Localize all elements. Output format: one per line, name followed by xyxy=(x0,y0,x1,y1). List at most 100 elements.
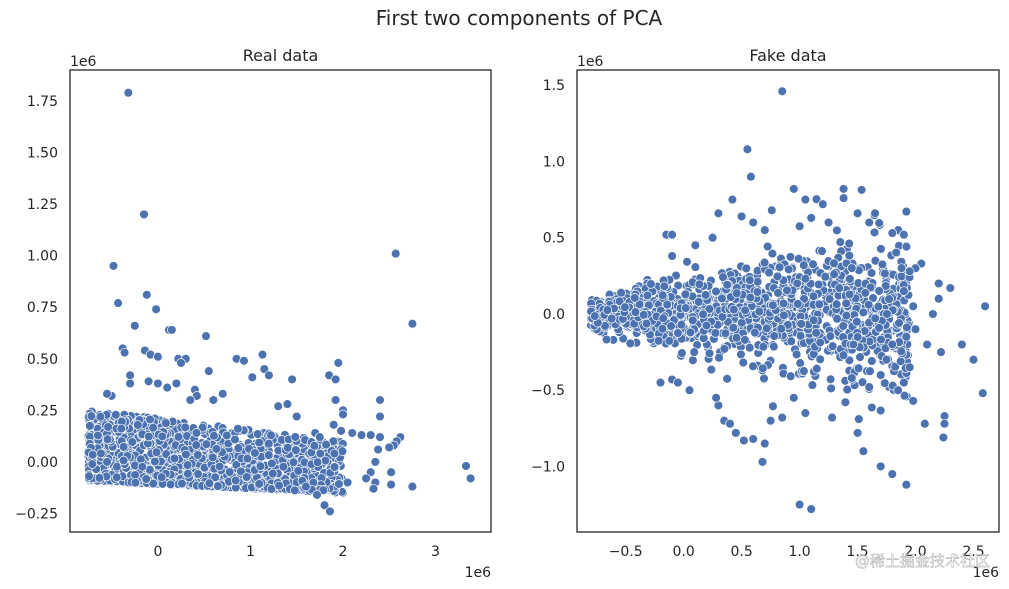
scatter-point xyxy=(745,292,756,303)
scatter-point xyxy=(847,263,857,273)
scatter-point xyxy=(876,244,886,254)
scatter-point xyxy=(677,348,687,358)
scatter-point xyxy=(222,430,232,441)
scatter-point xyxy=(629,293,640,303)
scatter-point xyxy=(602,305,613,315)
scatter-point xyxy=(95,411,106,422)
scatter-point xyxy=(938,432,949,443)
scatter-point xyxy=(658,313,668,323)
scatter-point xyxy=(725,418,735,429)
scatter-point xyxy=(666,321,676,331)
scatter-point xyxy=(641,318,652,329)
scatter-point xyxy=(875,405,886,416)
y-tick-label: 1.75 xyxy=(27,94,58,110)
scatter-point xyxy=(768,401,778,412)
scatter-point xyxy=(680,289,691,300)
scatter-point xyxy=(325,506,335,517)
scatter-point xyxy=(191,428,202,438)
watermark-text: @稀土掘金技术社区 xyxy=(855,552,990,570)
scatter-point xyxy=(698,309,708,320)
scatter-point xyxy=(125,370,135,381)
scatter-point xyxy=(283,443,293,453)
scatter-point xyxy=(875,461,886,472)
scatter-point xyxy=(748,217,758,228)
scatter-point xyxy=(854,414,864,424)
scatter-point xyxy=(465,473,476,484)
scatter-point xyxy=(899,377,909,388)
scatter-point xyxy=(827,412,837,423)
scatter-point xyxy=(799,260,809,270)
fake-data-y-offset: 1e6 xyxy=(577,54,604,70)
scatter-point xyxy=(386,479,396,490)
scatter-point xyxy=(293,466,304,476)
scatter-point xyxy=(150,456,160,467)
scatter-point xyxy=(116,423,127,434)
scatter-point xyxy=(211,444,222,454)
scatter-point xyxy=(93,430,103,441)
scatter-point xyxy=(899,229,909,240)
scatter-point xyxy=(884,294,894,304)
scatter-point xyxy=(865,366,875,376)
scatter-point xyxy=(167,325,177,335)
scatter-point xyxy=(274,480,284,491)
scatter-point xyxy=(209,430,219,441)
scatter-point xyxy=(722,374,732,384)
scatter-point xyxy=(701,320,712,331)
x-tick-label: 0.0 xyxy=(673,544,695,560)
scatter-point xyxy=(365,430,376,440)
scatter-point xyxy=(829,258,839,269)
scatter-point xyxy=(690,240,701,251)
scatter-point xyxy=(710,328,721,338)
scatter-point xyxy=(87,459,98,469)
scatter-point xyxy=(896,271,907,282)
scatter-point xyxy=(290,432,301,442)
scatter-point xyxy=(933,293,944,304)
scatter-point xyxy=(863,300,874,310)
real-data-y-ticks: −0.25 0.00 0.25 0.50 0.75 1.00 1.25 1.50 1.75 xyxy=(15,94,58,523)
scatter-point xyxy=(808,259,818,269)
scatter-point xyxy=(334,479,344,489)
x-tick-label: 0 xyxy=(153,544,162,560)
scatter-point xyxy=(920,418,930,429)
scatter-point xyxy=(384,442,394,453)
scatter-point xyxy=(667,229,677,240)
scatter-point xyxy=(127,437,138,447)
scatter-point xyxy=(835,237,846,247)
scatter-point xyxy=(373,444,383,455)
scatter-point xyxy=(880,378,890,388)
scatter-point xyxy=(217,389,228,399)
scatter-point xyxy=(84,471,94,481)
scatter-point xyxy=(748,361,758,372)
y-tick-label: 0.0 xyxy=(543,307,565,323)
scatter-point xyxy=(738,357,749,368)
fake-data-y-ticks: −1.0 −0.5 0.0 0.5 1.0 1.5 xyxy=(531,78,565,475)
scatter-point xyxy=(811,328,821,338)
scatter-point xyxy=(740,305,750,316)
fake-data-title: Fake data xyxy=(749,46,826,65)
scatter-point xyxy=(630,307,641,317)
scatter-point xyxy=(173,432,184,442)
y-tick-label: 1.0 xyxy=(543,154,565,170)
scatter-point xyxy=(312,457,323,467)
scatter-point xyxy=(815,354,825,365)
scatter-point xyxy=(606,313,617,324)
scatter-point xyxy=(375,395,385,405)
scatter-point xyxy=(718,272,728,282)
y-tick-label: 1.50 xyxy=(27,146,58,162)
scatter-point xyxy=(86,411,97,421)
scatter-point xyxy=(736,349,746,360)
scatter-point xyxy=(85,421,95,431)
scatter-point xyxy=(688,315,698,326)
scatter-point xyxy=(161,418,171,428)
scatter-point xyxy=(273,401,283,411)
scatter-point xyxy=(87,450,98,460)
scatter-point xyxy=(881,354,892,365)
scatter-point xyxy=(844,250,855,261)
scatter-point xyxy=(233,424,243,434)
scatter-point xyxy=(887,228,898,238)
scatter-point xyxy=(852,208,863,219)
scatter-point xyxy=(874,286,884,296)
scatter-point xyxy=(845,274,855,284)
scatter-point xyxy=(838,321,848,331)
